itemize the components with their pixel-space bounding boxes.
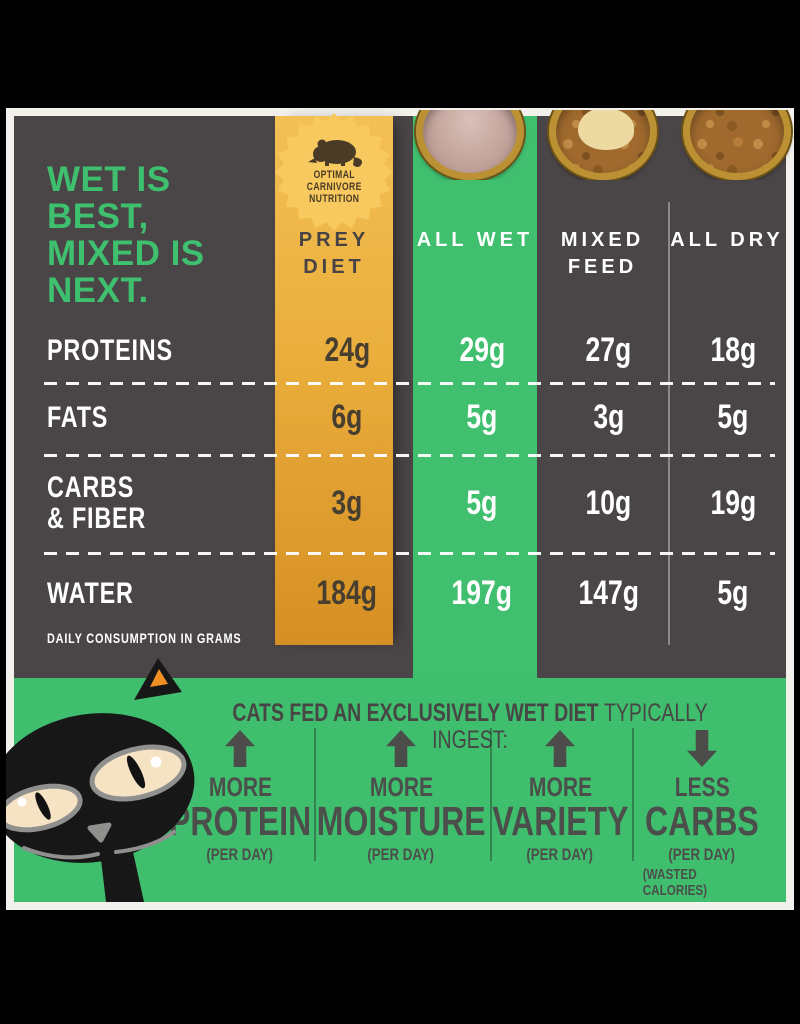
value-fats-dry: 5g (717, 397, 749, 436)
benefits-title: CATS FED AN EXCLUSIVELY WET DIET TYPICALL… (164, 700, 776, 754)
down-arrow-icon (687, 730, 717, 767)
benefit-divider (314, 728, 316, 861)
column-header-prey-diet: PREY DIET (298, 229, 370, 278)
value-water-dry: 5g (717, 573, 749, 612)
cat-right-eye-glint (150, 756, 162, 768)
cat-mouth-left (22, 846, 100, 860)
value-fats-mixed: 3g (593, 397, 624, 436)
value-carbs-dry: 19g (710, 483, 756, 522)
value-fats-prey: 6g (331, 397, 363, 436)
benefit-carbs: LESS CARBS (PER DAY) (WASTED CALORIES) (626, 724, 778, 899)
value-carbs-wet: 5g (466, 483, 498, 522)
value-proteins-prey: 24g (324, 330, 370, 369)
table-footnote: DAILY CONSUMPTION IN GRAMS (47, 630, 242, 646)
benefit-nutrient: CARBS (645, 798, 759, 844)
benefit-note: (PER DAY) (668, 845, 736, 864)
up-arrow-icon (386, 730, 416, 767)
up-arrow-icon (225, 730, 255, 767)
value-water-prey: 184g (316, 573, 378, 612)
benefits-title-bold: CATS FED AN EXCLUSIVELY WET DIET (232, 699, 599, 727)
up-arrow-icon (545, 730, 575, 767)
row-separator (44, 454, 775, 457)
benefit-variety: MORE VARIETY (PER DAY) (485, 724, 635, 864)
cat-left-eye-glint (17, 797, 27, 807)
row-separator (44, 382, 775, 385)
value-water-mixed: 147g (578, 573, 639, 612)
column-header-all-dry: ALL DRY (670, 229, 784, 251)
benefit-nutrient: VARIETY (491, 798, 629, 844)
value-carbs-prey: 3g (331, 483, 363, 522)
badge-label: OPTIMAL CARNIVORE NUTRITION (306, 169, 362, 205)
cat-left-pupil (35, 792, 51, 820)
benefit-divider (490, 728, 492, 861)
cat-neck (98, 829, 144, 902)
column-header-mixed-feed: MIXED FEED (560, 229, 645, 278)
benefit-qualifier: MORE (528, 772, 592, 802)
benefit-qualifier: MORE (208, 772, 272, 802)
benefits-section: CATS FED AN EXCLUSIVELY WET DIET TYPICALL… (14, 678, 786, 902)
row-label-carbs-fiber: CARBS & FIBER (47, 471, 147, 535)
starburst-icon (275, 113, 393, 231)
cat-nose (87, 822, 112, 843)
benefit-protein: MORE PROTEIN (PER DAY) (166, 724, 314, 864)
benefit-note-2: (WASTED CALORIES) (642, 866, 708, 899)
value-water-wet: 197g (451, 573, 513, 612)
mixed-food-bowl-photo (549, 110, 657, 180)
wet-topper-blob (578, 110, 634, 150)
dry-food-bowl-photo (683, 110, 791, 180)
nutrition-card: WET IS BEST, MIXED IS NEXT. OPTIMAL CARN… (6, 113, 786, 902)
row-label-water: WATER (47, 576, 134, 610)
row-separator (44, 552, 775, 555)
value-carbs-mixed: 10g (585, 483, 632, 522)
mouse-icon (308, 139, 363, 167)
row-label-fats: FATS (47, 400, 109, 434)
cat-mouth-right (114, 830, 176, 854)
column-header-all-wet: ALL WET (416, 229, 534, 251)
benefit-qualifier: LESS (674, 772, 730, 802)
benefit-divider (632, 728, 634, 861)
cat-ear-inner (150, 669, 168, 687)
card-mat: WET IS BEST, MIXED IS NEXT. OPTIMAL CARN… (6, 108, 794, 910)
row-label-proteins: PROTEINS (47, 333, 173, 367)
value-fats-wet: 5g (466, 397, 498, 436)
value-proteins-dry: 18g (710, 330, 756, 369)
all-wet-column-highlight (413, 116, 537, 679)
value-proteins-wet: 29g (459, 330, 505, 369)
headline: WET IS BEST, MIXED IS NEXT. (47, 160, 205, 310)
benefit-note: (PER DAY) (206, 845, 274, 864)
cat-right-pupil (126, 755, 146, 789)
benefits-title-rest: TYPICALLY INGEST: (432, 699, 708, 754)
optimal-carnivore-badge: OPTIMAL CARNIVORE NUTRITION (275, 113, 393, 231)
benefit-nutrient: MOISTURE (316, 798, 486, 844)
benefit-note: (PER DAY) (526, 845, 594, 864)
benefit-moisture: MORE MOISTURE (PER DAY) (317, 724, 485, 864)
black-cat-illustration (6, 658, 195, 902)
value-proteins-mixed: 27g (585, 330, 632, 369)
food-bowls-strip (6, 110, 794, 180)
benefit-qualifier: MORE (369, 772, 433, 802)
benefit-note: (PER DAY) (367, 845, 435, 864)
column-divider (668, 202, 670, 645)
wet-food-bowl-photo (416, 110, 524, 180)
benefit-nutrient: PROTEIN (168, 798, 312, 844)
